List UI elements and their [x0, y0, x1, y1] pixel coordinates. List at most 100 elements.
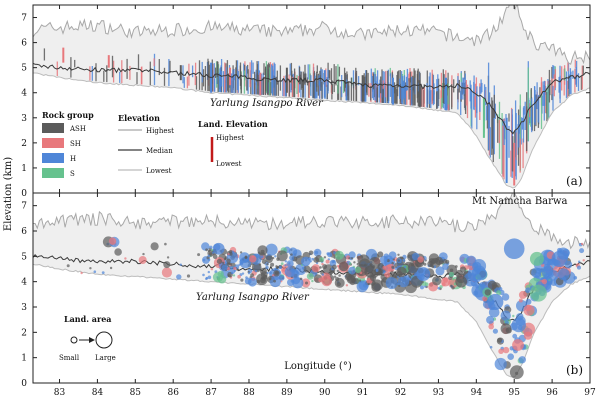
panel-a-y-tick-label-6: 6: [21, 39, 27, 49]
landslide-point-205: [201, 242, 210, 251]
landslide-point-709: [212, 272, 224, 283]
landslide-point-636: [305, 281, 308, 285]
landslide-point-504: [229, 252, 233, 256]
landslide-point-584: [205, 248, 209, 252]
landslide-point-sample-11: [529, 251, 544, 266]
landslide-point-781: [500, 323, 512, 335]
landslide-point-742: [250, 273, 255, 277]
landslide-point-624: [424, 282, 429, 287]
landslide-point-80: [423, 262, 427, 266]
landslide-point-357: [435, 266, 445, 276]
landslide-point-750: [359, 271, 363, 275]
landslide-point-738: [273, 270, 280, 277]
landslide-point-746: [489, 345, 493, 349]
panel-a-y-tick-label-0: 0: [21, 189, 27, 199]
landslide-point-780: [391, 265, 395, 269]
landslide-point-580: [473, 263, 479, 269]
panel-a-lines: [33, 5, 590, 189]
landslide-point-399: [356, 280, 368, 293]
landslide-point-626: [498, 286, 503, 292]
panel-a-band: [33, 5, 590, 188]
landslide-point-509: [258, 263, 262, 266]
panel-a: 0 1 2 3 4 5 6 7 Yarlung Isangpo River (a) Rock …: [21, 4, 591, 199]
landslide-point-776: [163, 261, 171, 269]
landslide-point-545: [446, 264, 458, 276]
landslide-point-301: [274, 255, 277, 258]
landslide-point-533: [451, 286, 455, 290]
landslide-point-755: [314, 250, 319, 255]
panel-a-highest-line: [33, 5, 590, 65]
x-tick-label-85: 85: [130, 388, 142, 398]
panel-b-y-tick-label-1: 1: [21, 354, 27, 364]
x-tick-label-88: 88: [243, 388, 255, 398]
rock-group-legend: Rock group ASH SH H S: [42, 110, 94, 178]
landslide-point-748: [384, 271, 391, 278]
x-tick-label-92: 92: [395, 388, 406, 398]
landslide-point-710: [543, 263, 551, 272]
landslide-point-743: [417, 256, 424, 263]
x-tick-label-96: 96: [546, 388, 558, 398]
legend-swatch-ash: [42, 123, 64, 133]
landslide-point-169: [89, 267, 92, 270]
landslide-point-692: [437, 286, 441, 290]
panel-b-y-tick-label-7: 7: [21, 202, 27, 212]
landslide-point-757: [381, 279, 385, 283]
landslide-point-570: [442, 259, 448, 264]
landslide-point-214: [298, 268, 302, 271]
landslide-point-217: [207, 270, 210, 274]
landslide-point-663: [488, 323, 495, 330]
landslide-point-689: [224, 257, 227, 261]
landslide-point-345: [239, 256, 252, 269]
landslide-point-sample-9: [503, 238, 525, 260]
landslide-point-303: [573, 276, 578, 280]
landslide-point-558: [321, 262, 324, 266]
landslide-point-550: [313, 257, 320, 263]
landslide-point-647: [212, 251, 215, 254]
landslide-point-775: [388, 251, 397, 260]
landslide-point-719: [233, 266, 237, 271]
landslide-point-668: [500, 310, 511, 321]
panel-a-elevation-band: [33, 5, 590, 188]
landslide-point-729: [276, 250, 288, 262]
landslide-point-716: [348, 266, 356, 275]
landslide-point-773: [475, 268, 488, 281]
landslide-point-338: [501, 293, 510, 301]
panel-b-lowest-line: [33, 263, 590, 378]
landslide-point-610: [452, 278, 455, 281]
landslide-point-384: [212, 254, 218, 259]
landslide-point-516: [226, 258, 231, 264]
landslide-point-609: [473, 290, 479, 296]
landslide-point-747: [484, 289, 491, 296]
landslide-point-667: [216, 258, 223, 265]
x-axis-title: Longitude (°): [284, 361, 352, 372]
landslide-area-legend: Land. area Small Large: [59, 314, 116, 362]
landslide-point-304: [580, 242, 584, 246]
landslide-point-679: [523, 331, 533, 340]
landslide-point-455: [231, 271, 234, 274]
landslide-point-510: [486, 315, 495, 324]
legend-label-land-highest: Highest: [216, 134, 244, 142]
landslide-point-753: [279, 275, 285, 281]
landslide-point-608: [278, 265, 282, 270]
landslide-point-751: [254, 269, 258, 273]
landslide-point-601: [268, 277, 272, 281]
landslide-point-701: [321, 273, 325, 276]
panel-b-elevation-band: [33, 193, 590, 377]
legend-label-s: S: [70, 170, 75, 178]
landslide-point-sample-10: [512, 339, 524, 351]
landslide-point-463: [512, 333, 518, 339]
legend-label-ash: ASH: [69, 125, 86, 133]
legend-label-h: H: [70, 155, 76, 163]
landslide-point-745: [260, 255, 264, 259]
landslide-point-136: [323, 256, 327, 259]
landslide-point-718: [463, 272, 478, 287]
landslide-point-702: [356, 256, 360, 259]
landslide-point-568: [197, 253, 201, 257]
landslide-point-687: [407, 262, 419, 273]
landslide-point-771: [397, 259, 400, 262]
landslide-point-308: [420, 285, 424, 290]
x-tick-label-95: 95: [508, 388, 520, 398]
area-legend-large-circle: [95, 331, 113, 349]
landslide-point-453: [371, 279, 383, 291]
landslide-point-778: [455, 269, 464, 278]
